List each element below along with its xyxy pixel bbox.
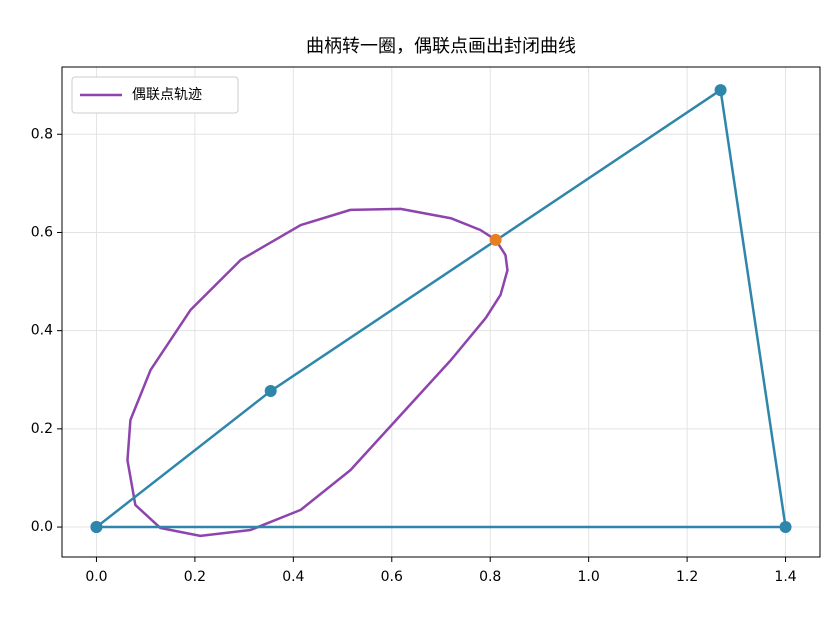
y-tick-label: 0.0 [31, 519, 53, 535]
point [90, 521, 103, 534]
x-tick-label: 1.4 [774, 569, 796, 585]
point [264, 385, 277, 398]
point [489, 233, 502, 246]
x-tick-label: 0.0 [85, 569, 107, 585]
legend-label: 偶联点轨迹 [132, 87, 202, 103]
legend-box [71, 76, 239, 114]
point [714, 84, 727, 97]
y-tick-label: 0.2 [31, 421, 53, 437]
y-tick-label: 0.8 [31, 126, 53, 142]
x-tick-label: 1.2 [676, 569, 698, 585]
plot-frame [61, 66, 821, 558]
series-line [126, 207, 509, 538]
y-tick-label: 0.4 [31, 323, 53, 339]
series-line [95, 88, 787, 529]
point [779, 521, 792, 534]
x-tick-label: 0.2 [184, 569, 206, 585]
x-tick-label: 0.8 [479, 569, 501, 585]
y-tick-label: 0.6 [31, 224, 53, 240]
x-tick-label: 0.4 [282, 569, 304, 585]
x-tick-label: 0.6 [381, 569, 403, 585]
chart-title: 曲柄转一圈，偶联点画出封闭曲线 [306, 36, 576, 57]
x-tick-label: 1.0 [578, 569, 600, 585]
